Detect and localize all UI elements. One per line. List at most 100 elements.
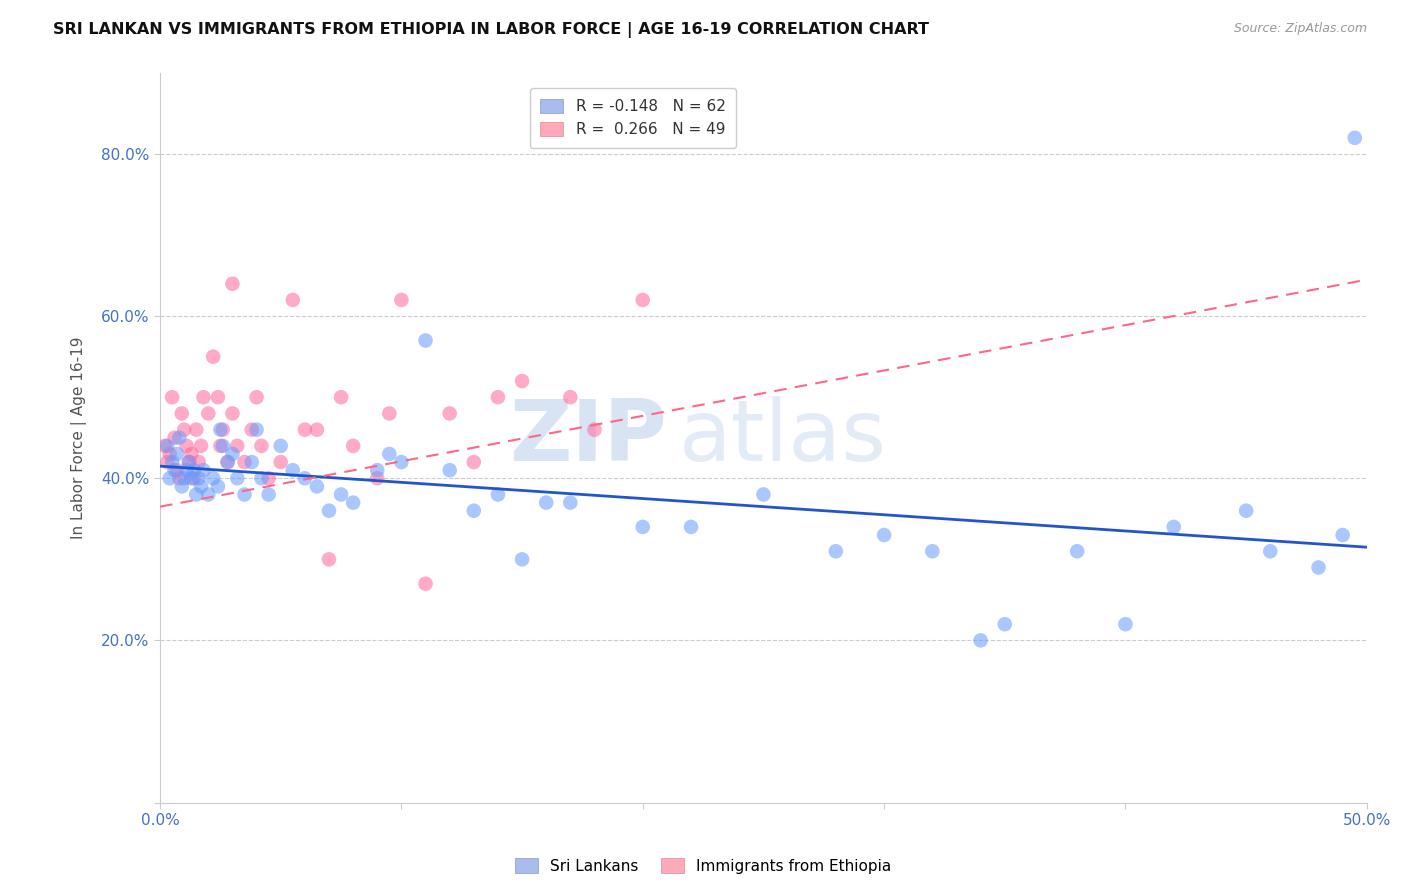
Point [824, 544, 846, 558]
Point [209, 423, 232, 437]
Text: ZIP: ZIP [509, 396, 666, 479]
Point [177, 455, 200, 469]
Point [631, 293, 654, 307]
Point [233, 455, 256, 469]
Point [378, 406, 401, 420]
Point [318, 552, 340, 566]
Point [921, 544, 943, 558]
Point [156, 455, 179, 469]
Point [366, 463, 388, 477]
Point [202, 350, 225, 364]
Point [257, 471, 280, 485]
Point [679, 520, 702, 534]
Point [173, 423, 195, 437]
Point [245, 390, 267, 404]
Point [1308, 560, 1330, 574]
Point [378, 447, 401, 461]
Point [183, 471, 205, 485]
Point [190, 439, 212, 453]
Point [305, 479, 328, 493]
Point [170, 479, 193, 493]
Point [560, 390, 582, 404]
Point [186, 487, 208, 501]
Point [233, 487, 256, 501]
Point [211, 439, 233, 453]
Point [170, 406, 193, 420]
Point [240, 455, 263, 469]
Point [245, 423, 267, 437]
Point [226, 439, 249, 453]
Legend: Sri Lankans, Immigrants from Ethiopia: Sri Lankans, Immigrants from Ethiopia [509, 852, 897, 880]
Point [330, 390, 353, 404]
Point [281, 463, 304, 477]
Point [330, 487, 353, 501]
Point [221, 406, 243, 420]
Point [176, 463, 198, 477]
Point [342, 439, 364, 453]
Point [257, 487, 280, 501]
Point [486, 487, 509, 501]
Point [389, 293, 412, 307]
Point [211, 423, 233, 437]
Point [159, 471, 181, 485]
Point [250, 439, 273, 453]
Point [270, 439, 292, 453]
Point [166, 463, 188, 477]
Point [180, 471, 202, 485]
Point [631, 520, 654, 534]
Point [439, 463, 461, 477]
Point [1331, 528, 1354, 542]
Point [250, 471, 273, 485]
Point [183, 463, 205, 477]
Point [163, 431, 186, 445]
Point [193, 390, 215, 404]
Point [197, 406, 219, 420]
Point [177, 455, 200, 469]
Point [187, 455, 209, 469]
Point [187, 471, 209, 485]
Point [439, 406, 461, 420]
Point [752, 487, 775, 501]
Point [202, 471, 225, 485]
Point [153, 439, 176, 453]
Point [156, 439, 179, 453]
Point [1258, 544, 1281, 558]
Point [173, 471, 195, 485]
Point [1234, 504, 1257, 518]
Point [217, 455, 239, 469]
Text: atlas: atlas [679, 396, 887, 479]
Point [180, 447, 202, 461]
Point [226, 471, 249, 485]
Point [969, 633, 991, 648]
Point [1066, 544, 1088, 558]
Point [190, 479, 212, 493]
Point [166, 447, 188, 461]
Y-axis label: In Labor Force | Age 16-19: In Labor Force | Age 16-19 [72, 336, 87, 539]
Point [159, 447, 181, 461]
Point [221, 277, 243, 291]
Point [207, 390, 229, 404]
Point [486, 390, 509, 404]
Point [169, 471, 191, 485]
Point [209, 439, 232, 453]
Text: SRI LANKAN VS IMMIGRANTS FROM ETHIOPIA IN LABOR FORCE | AGE 16-19 CORRELATION CH: SRI LANKAN VS IMMIGRANTS FROM ETHIOPIA I… [53, 22, 929, 38]
Point [163, 463, 186, 477]
Point [294, 471, 316, 485]
Point [389, 455, 412, 469]
Point [873, 528, 896, 542]
Point [463, 504, 485, 518]
Point [217, 455, 239, 469]
Point [510, 552, 533, 566]
Point [221, 447, 243, 461]
Point [318, 504, 340, 518]
Point [1114, 617, 1136, 632]
Point [270, 455, 292, 469]
Point [207, 479, 229, 493]
Point [197, 487, 219, 501]
Point [1344, 131, 1367, 145]
Point [463, 455, 485, 469]
Point [415, 576, 437, 591]
Point [160, 390, 183, 404]
Point [583, 423, 606, 437]
Point [160, 455, 183, 469]
